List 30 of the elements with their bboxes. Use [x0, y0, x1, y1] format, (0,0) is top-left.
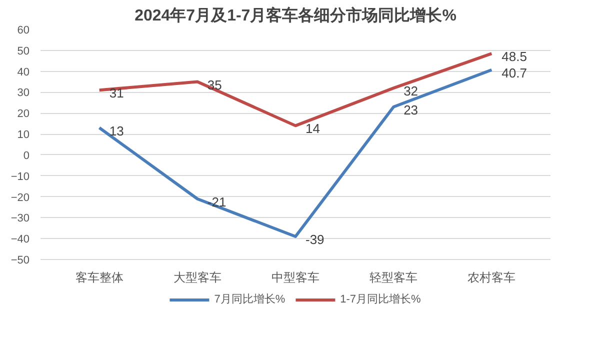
- y-tick-label: 40: [17, 66, 30, 78]
- data-label: 40.7: [502, 65, 527, 80]
- data-label: 35: [207, 77, 222, 92]
- x-tick-label: 大型客车: [173, 270, 222, 284]
- y-tick-label: 20: [17, 108, 30, 120]
- x-tick-label: 农村客车: [468, 270, 516, 284]
- y-tick-label: −50: [10, 254, 30, 266]
- x-tick-label: 中型客车: [272, 270, 320, 284]
- data-label: -21: [207, 194, 226, 210]
- data-label: -39: [306, 232, 324, 247]
- y-tick-label: 30: [17, 87, 30, 100]
- legend-label: 7月同比增长%: [214, 292, 286, 306]
- y-tick-label: 60: [17, 24, 30, 36]
- y-tick-label: 10: [17, 129, 30, 142]
- data-label: 13: [109, 123, 124, 138]
- y-tick-label: −10: [10, 170, 30, 183]
- data-label: 48.5: [502, 49, 527, 64]
- y-tick-label: −30: [10, 212, 30, 225]
- data-label: 14: [306, 121, 320, 136]
- data-label: 31: [109, 86, 124, 101]
- y-tick-label: −20: [10, 192, 30, 204]
- chart-title: 2024年7月及1-7月客车各细分市场同比增长%: [134, 6, 456, 24]
- x-tick-label: 客车整体: [75, 270, 124, 284]
- y-tick-label: 50: [17, 45, 30, 58]
- legend-label: 1-7月同比增长%: [340, 292, 421, 306]
- y-tick-label: −40: [10, 234, 30, 246]
- x-tick-label: 轻型客车: [370, 270, 418, 284]
- y-tick-label: 0: [23, 150, 30, 162]
- data-label: 23: [404, 102, 418, 118]
- data-label: 32: [404, 84, 418, 99]
